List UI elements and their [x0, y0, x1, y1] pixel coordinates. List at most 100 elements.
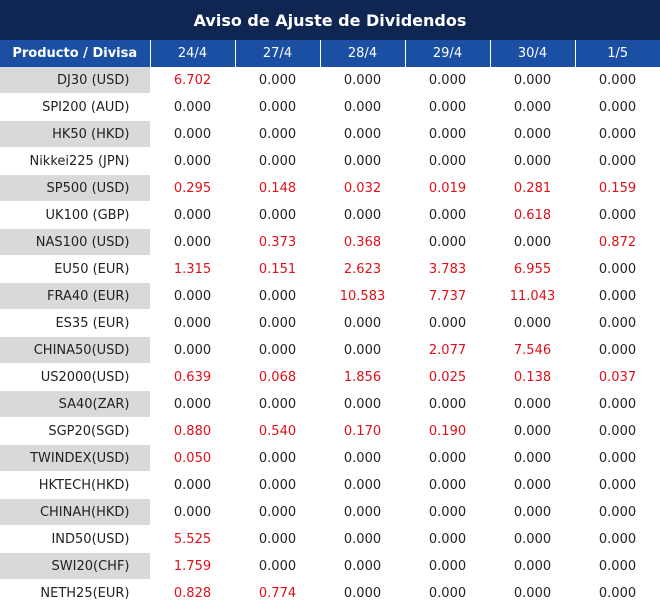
dividend-value-cell: 1.315	[150, 255, 236, 283]
table-row: SWI20(CHF) 1.759 0.000 0.000 0.000 0.000 0.000	[0, 552, 660, 580]
table-row: EU50 (EUR) 1.315 0.151 2.623 3.783 6.955 0.000	[0, 255, 660, 283]
column-header-date: 29/4	[405, 40, 491, 67]
product-name-cell: Nikkei225 (JPN)	[0, 147, 151, 175]
table-row: NAS100 (USD) 0.000 0.373 0.368 0.000 0.000 0.8…	[0, 228, 660, 256]
dividend-value-cell: 0.000	[575, 498, 660, 526]
dividend-value-cell: 0.000	[490, 579, 576, 607]
dividend-value-cell: 11.043	[490, 282, 576, 310]
product-name-cell: CHINAH(HKD)	[0, 498, 151, 526]
dividend-value-cell: 0.000	[405, 147, 491, 175]
dividend-value-cell: 0.068	[235, 363, 321, 391]
product-name-cell: UK100 (GBP)	[0, 201, 151, 229]
dividend-value-cell: 0.000	[490, 67, 576, 94]
dividend-value-cell: 0.000	[150, 471, 236, 499]
dividend-value-cell: 0.000	[575, 579, 660, 607]
dividend-value-cell: 0.000	[235, 282, 321, 310]
dividend-value-cell: 0.000	[235, 120, 321, 148]
table-row: SPI200 (AUD) 0.000 0.000 0.000 0.000 0.000 0.0…	[0, 93, 660, 121]
dividend-value-cell: 0.000	[320, 471, 406, 499]
product-name-cell: SGP20(SGD)	[0, 417, 151, 445]
product-name-cell: EU50 (EUR)	[0, 255, 151, 283]
dividend-value-cell: 0.000	[575, 417, 660, 445]
column-header-date: 30/4	[490, 40, 576, 67]
dividend-value-cell: 0.000	[150, 498, 236, 526]
dividend-value-cell: 0.000	[575, 309, 660, 337]
dividend-value-cell: 10.583	[320, 282, 406, 310]
dividend-value-cell: 0.000	[150, 390, 236, 418]
dividend-value-cell: 0.000	[320, 67, 406, 94]
dividend-value-cell: 0.170	[320, 417, 406, 445]
column-header-product: Producto / Divisa	[0, 40, 151, 67]
dividend-value-cell: 0.000	[575, 471, 660, 499]
table-row: FRA40 (EUR) 0.000 0.000 10.583 7.737 11.043 0.…	[0, 282, 660, 310]
dividend-value-cell: 3.783	[405, 255, 491, 283]
table-body: DJ30 (USD) 6.702 0.000 0.000 0.000 0.000 0.000…	[0, 67, 660, 607]
dividend-value-cell: 0.000	[150, 147, 236, 175]
dividend-value-cell: 0.000	[320, 579, 406, 607]
dividend-value-cell: 0.281	[490, 174, 576, 202]
column-header-date: 24/4	[150, 40, 236, 67]
dividend-value-cell: 0.000	[490, 228, 576, 256]
dividend-value-cell: 0.000	[490, 120, 576, 148]
dividend-value-cell: 7.546	[490, 336, 576, 364]
dividend-value-cell: 0.000	[235, 552, 321, 580]
column-header-date: 27/4	[235, 40, 321, 67]
dividend-value-cell: 0.000	[235, 444, 321, 472]
dividend-value-cell: 5.525	[150, 525, 236, 553]
dividend-value-cell: 0.000	[150, 93, 236, 121]
dividend-value-cell: 2.623	[320, 255, 406, 283]
dividend-value-cell: 0.000	[405, 471, 491, 499]
dividend-value-cell: 0.000	[490, 309, 576, 337]
dividend-value-cell: 0.000	[320, 93, 406, 121]
product-name-cell: NETH25(EUR)	[0, 579, 151, 607]
dividend-value-cell: 0.138	[490, 363, 576, 391]
table-row: ES35 (EUR) 0.000 0.000 0.000 0.000 0.000 0.000	[0, 309, 660, 337]
dividend-value-cell: 0.000	[150, 120, 236, 148]
dividend-value-cell: 0.000	[490, 498, 576, 526]
table-row: HKTECH(HKD) 0.000 0.000 0.000 0.000 0.000 0.00…	[0, 471, 660, 499]
dividend-value-cell: 0.000	[490, 471, 576, 499]
dividend-value-cell: 0.774	[235, 579, 321, 607]
dividend-value-cell: 0.000	[320, 309, 406, 337]
dividend-value-cell: 7.737	[405, 282, 491, 310]
table-row: CHINAH(HKD) 0.000 0.000 0.000 0.000 0.000 0.00…	[0, 498, 660, 526]
product-name-cell: US2000(USD)	[0, 363, 151, 391]
dividend-value-cell: 0.000	[575, 147, 660, 175]
table-row: DJ30 (USD) 6.702 0.000 0.000 0.000 0.000 0.000	[0, 67, 660, 94]
dividend-value-cell: 0.000	[320, 336, 406, 364]
header-row: Producto / Divisa 24/4 27/4 28/4 29/4 30…	[0, 40, 660, 67]
dividend-value-cell: 0.368	[320, 228, 406, 256]
dividend-value-cell: 0.000	[405, 552, 491, 580]
product-name-cell: FRA40 (EUR)	[0, 282, 151, 310]
table-row: HK50 (HKD) 0.000 0.000 0.000 0.000 0.000 0.000	[0, 120, 660, 148]
dividend-value-cell: 0.148	[235, 174, 321, 202]
dividend-value-cell: 0.190	[405, 417, 491, 445]
dividend-value-cell: 0.000	[405, 228, 491, 256]
dividend-value-cell: 0.000	[320, 444, 406, 472]
dividend-value-cell: 0.159	[575, 174, 660, 202]
table-row: TWINDEX(USD) 0.050 0.000 0.000 0.000 0.000 0.0…	[0, 444, 660, 472]
product-name-cell: SA40(ZAR)	[0, 390, 151, 418]
dividend-value-cell: 0.000	[405, 67, 491, 94]
dividend-value-cell: 0.000	[320, 120, 406, 148]
table-row: US2000(USD) 0.639 0.068 1.856 0.025 0.138 0.03…	[0, 363, 660, 391]
dividend-value-cell: 0.000	[575, 93, 660, 121]
dividend-value-cell: 0.000	[490, 525, 576, 553]
dividend-value-cell: 0.000	[575, 201, 660, 229]
dividend-value-cell: 0.000	[405, 579, 491, 607]
dividend-value-cell: 1.856	[320, 363, 406, 391]
product-name-cell: NAS100 (USD)	[0, 228, 151, 256]
dividend-value-cell: 0.000	[575, 552, 660, 580]
product-name-cell: HK50 (HKD)	[0, 120, 151, 148]
product-name-cell: SP500 (USD)	[0, 174, 151, 202]
column-header-date: 1/5	[575, 40, 660, 67]
dividend-value-cell: 0.000	[235, 309, 321, 337]
dividend-value-cell: 0.000	[575, 282, 660, 310]
dividend-value-cell: 0.000	[235, 67, 321, 94]
dividend-value-cell: 0.295	[150, 174, 236, 202]
dividend-value-cell: 0.000	[490, 417, 576, 445]
product-name-cell: SWI20(CHF)	[0, 552, 151, 580]
dividend-value-cell: 0.000	[490, 444, 576, 472]
dividend-value-cell: 0.639	[150, 363, 236, 391]
dividend-value-cell: 0.000	[150, 336, 236, 364]
